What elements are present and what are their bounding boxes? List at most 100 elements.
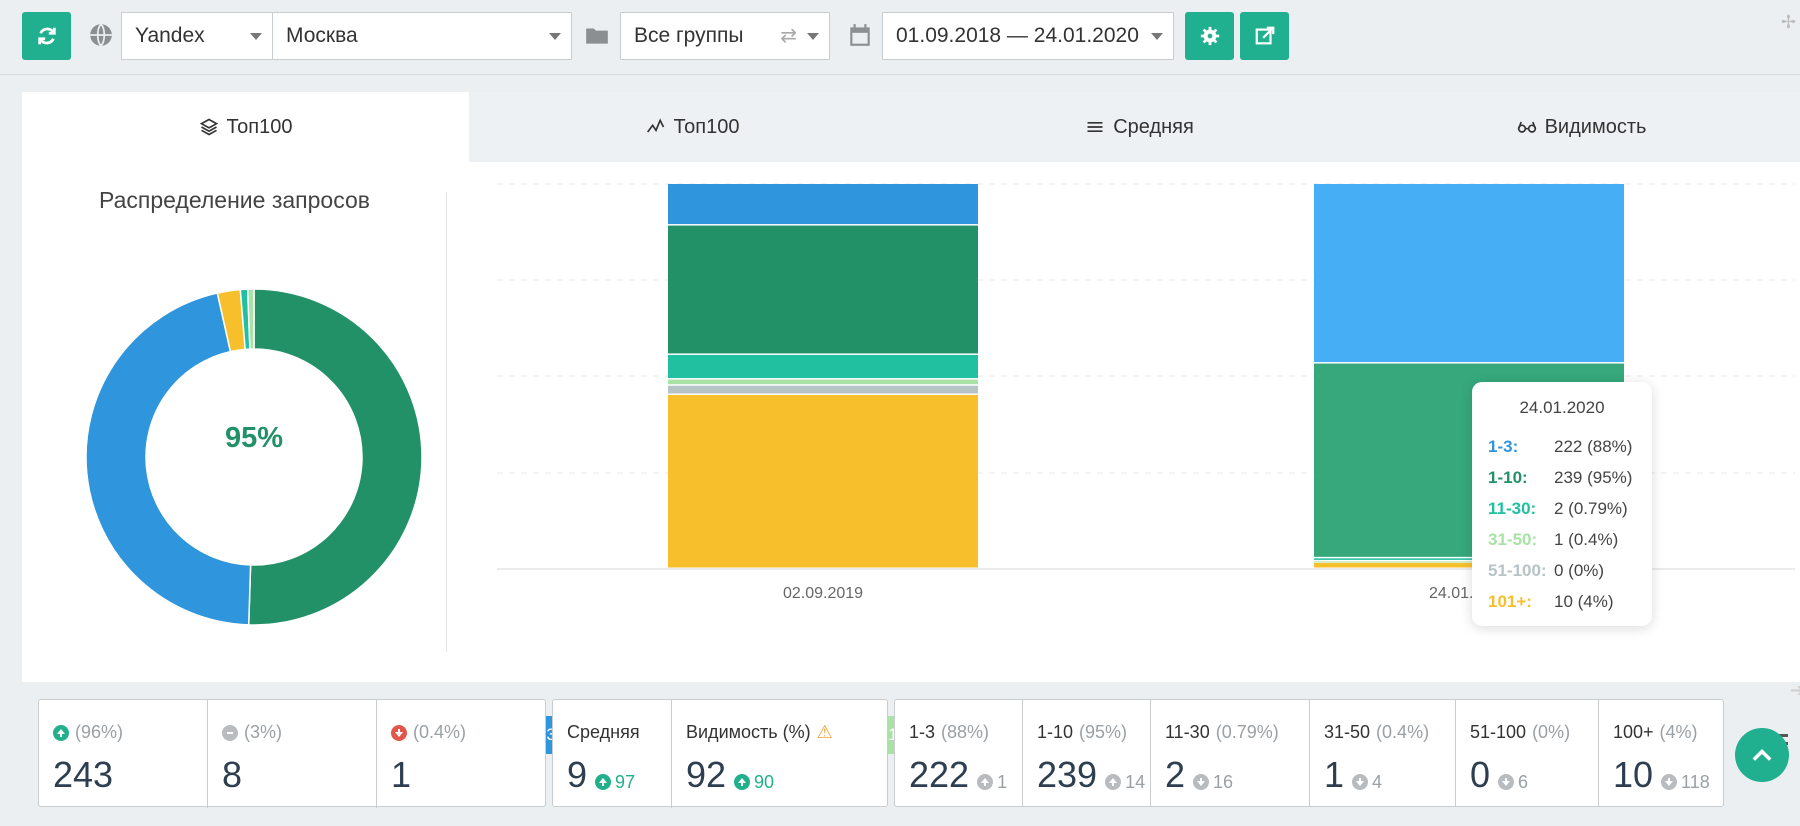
donut-chart[interactable] [64, 267, 444, 647]
stat-range-11-30[interactable]: 11-30 (0.79%) 2 16 [1165, 722, 1279, 795]
tooltip-key: 101+: [1488, 592, 1532, 611]
stat-declined[interactable]: (0.4%) 1 [391, 722, 467, 795]
region-select[interactable]: Москва [272, 12, 572, 60]
glasses-icon [1517, 121, 1536, 133]
stat-value: 222 [909, 754, 970, 795]
stat-unchanged[interactable]: (3%) 8 [222, 722, 283, 795]
arrow-up-icon [977, 774, 994, 790]
tooltip-key: 51-100: [1488, 561, 1547, 580]
stat-visibility[interactable]: Видимость (%) ⚠ 92 90 [686, 722, 833, 795]
bar-segment-31-50[interactable] [668, 379, 978, 385]
warning-icon: ⚠ [816, 722, 833, 742]
bar-segment-51-100[interactable] [668, 385, 978, 394]
tooltip-value: 2 (0.79%) [1554, 499, 1628, 518]
stats-row: (96%) 243 (3%) 8 (0.4%) 1 Средняя 9 97 Ви… [0, 692, 1800, 826]
chevron-down-icon [807, 33, 819, 40]
tooltip-date: 24.01.2020 [1519, 398, 1605, 417]
stat-value: 243 [53, 754, 114, 795]
gear-icon [1200, 26, 1219, 46]
engine-select[interactable]: Yandex [121, 12, 273, 60]
tab-label: Топ100 [226, 115, 293, 138]
stacked-bar-chart[interactable]: 02.09.2019 24.01.2020 [477, 162, 1797, 632]
donut-slice-31-50[interactable] [246, 288, 255, 350]
bar-segment-101+[interactable] [1314, 562, 1624, 568]
bar-segment-1-10[interactable] [668, 225, 978, 354]
scroll-top-button[interactable] [1735, 728, 1789, 782]
range-distribution-card: 1-3 (88%) 222 1 1-10 (95%) 239 14 11-30 (0.79… [894, 699, 1724, 807]
tab-top100-distribution[interactable]: Топ100 [22, 92, 469, 162]
arrow-down-icon [1352, 774, 1369, 790]
tab-bar: Топ100 Топ100 Средняя Видимость [22, 92, 1800, 162]
export-button[interactable] [1240, 12, 1289, 60]
group-select-value: Все группы [634, 24, 744, 47]
stat-value: 9 [567, 754, 588, 795]
x-tick-label: 02.09.2019 [783, 585, 863, 602]
chevron-down-icon [250, 33, 262, 40]
refresh-button[interactable] [22, 12, 71, 60]
group-select[interactable]: Все группы ⇄ [620, 12, 830, 60]
arrow-down-icon [1193, 774, 1210, 790]
stat-value: 2 [1165, 754, 1186, 795]
bar-segment-101+[interactable] [668, 394, 978, 568]
tooltip-row: 1-3: 222 (88%) [1488, 434, 1632, 460]
average-visibility-card: Средняя 9 97 Видимость (%) ⚠ 92 90 [552, 699, 888, 808]
donut-title: Распределение запросов [99, 187, 370, 213]
chart-tooltip: 24.01.2020 1-3: 222 (88%) 1-10: 239 (95%) 11… [1472, 382, 1652, 626]
calendar-icon [850, 24, 870, 46]
stat-range-1-10[interactable]: 1-10 (95%) 239 14 [1037, 722, 1146, 795]
tab-average[interactable]: Средняя [916, 92, 1363, 162]
tooltip-key: 11-30: [1488, 499, 1537, 518]
stat-range-100-plus[interactable]: 100+ (4%) 10 118 [1613, 722, 1710, 795]
tooltip-value: 0 (0%) [1554, 561, 1605, 580]
settings-button[interactable] [1185, 12, 1234, 60]
bar-segment-31-50[interactable] [1314, 561, 1624, 563]
donut-slice-1-10[interactable] [247, 288, 423, 626]
folder-icon [586, 28, 608, 44]
tooltip-row: 31-50: 1 (0.4%) [1488, 527, 1618, 553]
chevron-down-icon [1151, 33, 1163, 40]
tab-label: Видимость [1544, 115, 1647, 138]
refresh-icon [37, 27, 56, 45]
tab-visibility[interactable]: Видимость [1363, 92, 1800, 162]
layers-icon [199, 118, 218, 136]
arrow-up-icon [1105, 774, 1122, 790]
tab-label: Топ100 [673, 115, 740, 138]
stat-average[interactable]: Средняя 9 97 [567, 722, 640, 795]
pin-icon[interactable]: ✢ [1780, 12, 1796, 32]
arrow-down-icon [391, 724, 407, 741]
stat-value: 1 [1324, 754, 1345, 795]
bar-segment-1-3[interactable] [668, 184, 978, 225]
tab-top100-dynamics[interactable]: Топ100 [469, 92, 916, 162]
tab-label: Средняя [1113, 115, 1194, 138]
bar-segment-1-3[interactable] [1314, 184, 1624, 363]
tooltip-value: 1 (0.4%) [1554, 530, 1619, 549]
globe-icon [90, 23, 112, 47]
share-icon [1255, 26, 1274, 45]
tooltip-value: 10 (4%) [1554, 592, 1614, 611]
arrow-right-icon[interactable]: ➔ [1790, 680, 1800, 700]
tooltip-row: 11-30: 2 (0.79%) [1488, 496, 1628, 522]
chevron-down-icon [549, 33, 561, 40]
date-range-select[interactable]: 01.09.2018 — 24.01.2020 [882, 12, 1174, 60]
tooltip-row: 1-10: 239 (95%) [1488, 465, 1632, 491]
stat-value: 239 [1037, 754, 1098, 795]
stat-value: 8 [222, 754, 243, 795]
tooltip-row: 101+: 10 (4%) [1488, 589, 1614, 615]
tooltip-row: 51-100: 0 (0%) [1488, 558, 1604, 584]
donut-slice-1-3[interactable] [85, 292, 252, 626]
bar-segment-11-30[interactable] [668, 354, 978, 379]
sync-icon: ⇄ [780, 25, 797, 47]
stat-improved[interactable]: (96%) 243 [53, 722, 124, 795]
bar-segment-11-30[interactable] [1314, 558, 1624, 560]
arrow-up-icon [53, 724, 69, 741]
tooltip-key: 1-10: [1488, 468, 1528, 487]
date-range-value: 01.09.2018 — 24.01.2020 [896, 24, 1139, 47]
stat-range-1-3[interactable]: 1-3 (88%) 222 1 [909, 722, 1008, 795]
stat-value: 92 [686, 754, 727, 795]
divider [446, 192, 447, 652]
minus-icon [222, 724, 238, 741]
tooltip-value: 222 (88%) [1554, 437, 1633, 456]
arrow-down-icon [1661, 774, 1678, 790]
